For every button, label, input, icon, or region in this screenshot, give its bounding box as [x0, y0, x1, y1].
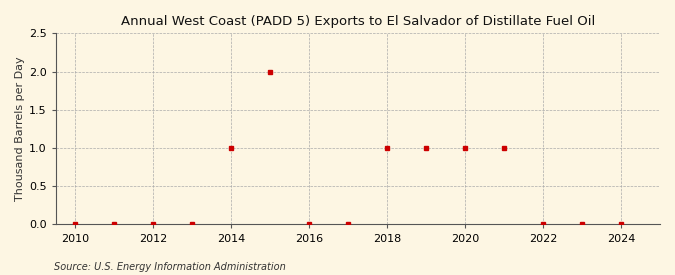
- Text: Source: U.S. Energy Information Administration: Source: U.S. Energy Information Administ…: [54, 262, 286, 272]
- Title: Annual West Coast (PADD 5) Exports to El Salvador of Distillate Fuel Oil: Annual West Coast (PADD 5) Exports to El…: [121, 15, 595, 28]
- Y-axis label: Thousand Barrels per Day: Thousand Barrels per Day: [15, 57, 25, 201]
